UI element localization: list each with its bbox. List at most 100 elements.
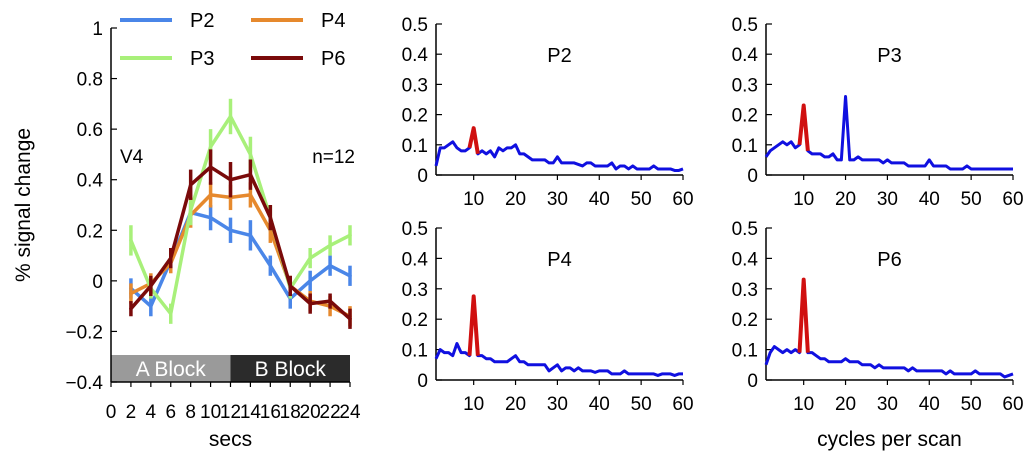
main-xtick-label: 12 [220, 402, 241, 423]
spectrum-xtick-label: 60 [672, 394, 693, 415]
series-P6 [129, 149, 352, 329]
main-xtick-label: 0 [106, 402, 117, 423]
series-line-P2 [129, 210, 352, 308]
spectrum-xtick-label: 50 [961, 189, 982, 210]
spectrum-ytick-label: 0.1 [732, 341, 758, 362]
spectrum-xtick-label: 30 [877, 394, 898, 415]
main-xtick-label: 4 [146, 402, 157, 423]
main-xtick-label: 16 [260, 402, 281, 423]
spectrum-ytick-label: 0.4 [732, 45, 759, 66]
spectrum-title: P6 [877, 249, 901, 271]
main-xtick-label: 18 [280, 402, 301, 423]
legend-label-P3: P3 [190, 48, 214, 70]
stimulus-frequency-peak [797, 277, 810, 353]
spectrum-panel-P6 [764, 227, 1014, 385]
stimulus-frequency-peak [797, 103, 810, 152]
main-y-axis-label: % signal change [12, 128, 35, 282]
main-xtick-label: 24 [339, 402, 361, 423]
spectrum-xtick-label: 10 [793, 394, 814, 415]
spectrum-xtick-label: 10 [793, 189, 814, 210]
spectrum-ytick-label: 0.5 [402, 15, 428, 36]
spectrum-ytick-label: 0.2 [732, 310, 758, 331]
block-label-1: B Block [255, 358, 327, 381]
spectrum-ytick-label: 0 [417, 166, 428, 187]
spectrum-ytick-label: 0.3 [732, 280, 758, 301]
spectrum-title: P4 [547, 249, 571, 271]
spectrum-ytick-label: 0.4 [402, 45, 429, 66]
block-label-0: A Block [136, 358, 207, 381]
spectrum-xtick-label: 20 [835, 394, 856, 415]
spectrum-xtick-label: 20 [505, 394, 526, 415]
spectrum-ytick-label: 0.2 [402, 310, 428, 331]
spectrum-title: P2 [547, 45, 571, 67]
main-ytick-label: 0.2 [77, 221, 103, 242]
stimulus-frequency-peak [467, 294, 480, 356]
spectrum-xtick-label: 50 [631, 394, 652, 415]
spectrum-ytick-label: 0.2 [402, 106, 428, 127]
sample-size-label: n=12 [312, 147, 355, 168]
spectrum-ytick-label: 0.4 [402, 249, 429, 270]
main-ytick-label: 0.8 [77, 70, 103, 91]
spectrum-xtick-label: 30 [547, 189, 568, 210]
spectrum-xtick-label: 60 [1002, 189, 1023, 210]
spectrum-xtick-label: 50 [961, 394, 982, 415]
spectrum-ytick-label: 0.5 [732, 15, 758, 36]
legend-label-P2: P2 [190, 10, 214, 32]
spectrum-ytick-label: 0.5 [402, 219, 428, 240]
spectrum-xtick-label: 40 [919, 189, 940, 210]
spectrum-xtick-label: 50 [631, 189, 652, 210]
spectrum-ytick-label: 0.3 [732, 75, 758, 96]
series-line-P3 [129, 114, 352, 316]
main-ytick-label: 0.6 [77, 120, 103, 141]
spectrum-xtick-label: 40 [919, 394, 940, 415]
spectrum-xtick-label: 30 [877, 189, 898, 210]
spectrum-ytick-label: 0.2 [732, 106, 758, 127]
legend-label-P6: P6 [321, 48, 345, 70]
legend-label-P4: P4 [321, 10, 345, 32]
main-ytick-label: −0.4 [65, 373, 103, 394]
series-line-P6 [129, 165, 352, 321]
main-x-axis-label: secs [209, 428, 252, 451]
spectrum-xtick-label: 20 [505, 189, 526, 210]
spectrum-xtick-label: 60 [1002, 394, 1023, 415]
spectrum-title: P3 [877, 45, 901, 67]
spectrum-panel-P3 [764, 23, 1014, 180]
region-label: V4 [120, 147, 144, 168]
main-ytick-label: 1 [92, 19, 103, 40]
spectrum-xtick-label: 10 [463, 189, 484, 210]
main-xtick-label: 2 [126, 402, 137, 423]
spectrum-xtick-label: 40 [589, 189, 610, 210]
spectrum-xtick-label: 20 [835, 189, 856, 210]
spectrum-ytick-label: 0.5 [732, 219, 758, 240]
spectrum-ytick-label: 0 [747, 166, 758, 187]
spectrum-xtick-label: 30 [547, 394, 568, 415]
spectrum-xtick-label: 40 [589, 394, 610, 415]
main-ytick-label: 0 [92, 272, 103, 293]
spectrum-ytick-label: 0 [747, 371, 758, 392]
spectrum-xtick-label: 10 [463, 394, 484, 415]
spectrum-ytick-label: 0.4 [732, 249, 759, 270]
main-ytick-label: −0.2 [65, 322, 103, 343]
spectrum-ytick-label: 0.1 [402, 136, 428, 157]
spectrum-xtick-label: 60 [672, 189, 693, 210]
spectrum-ytick-label: 0.3 [402, 75, 428, 96]
spectrum-panel-P2 [434, 23, 684, 180]
spectrum-x-axis-label: cycles per scan [817, 428, 962, 451]
stimulus-frequency-peak [467, 126, 480, 155]
spectrum-ytick-label: 0 [417, 371, 428, 392]
main-xtick-label: 10 [200, 402, 221, 423]
spectrum-panel-P4 [434, 227, 684, 385]
main-ytick-label: 0.4 [77, 171, 104, 192]
main-xtick-label: 20 [300, 402, 321, 423]
series-P3 [129, 98, 352, 324]
main-xtick-label: 6 [165, 402, 176, 423]
main-xtick-label: 8 [185, 402, 196, 423]
block-bar-0 [111, 355, 231, 382]
spectrum-ytick-label: 0.1 [402, 341, 428, 362]
spectrum-ytick-label: 0.3 [402, 280, 428, 301]
main-xtick-label: 14 [240, 402, 262, 423]
main-xtick-label: 22 [320, 402, 341, 423]
block-bar-1 [230, 355, 350, 382]
spectrum-ytick-label: 0.1 [732, 136, 758, 157]
